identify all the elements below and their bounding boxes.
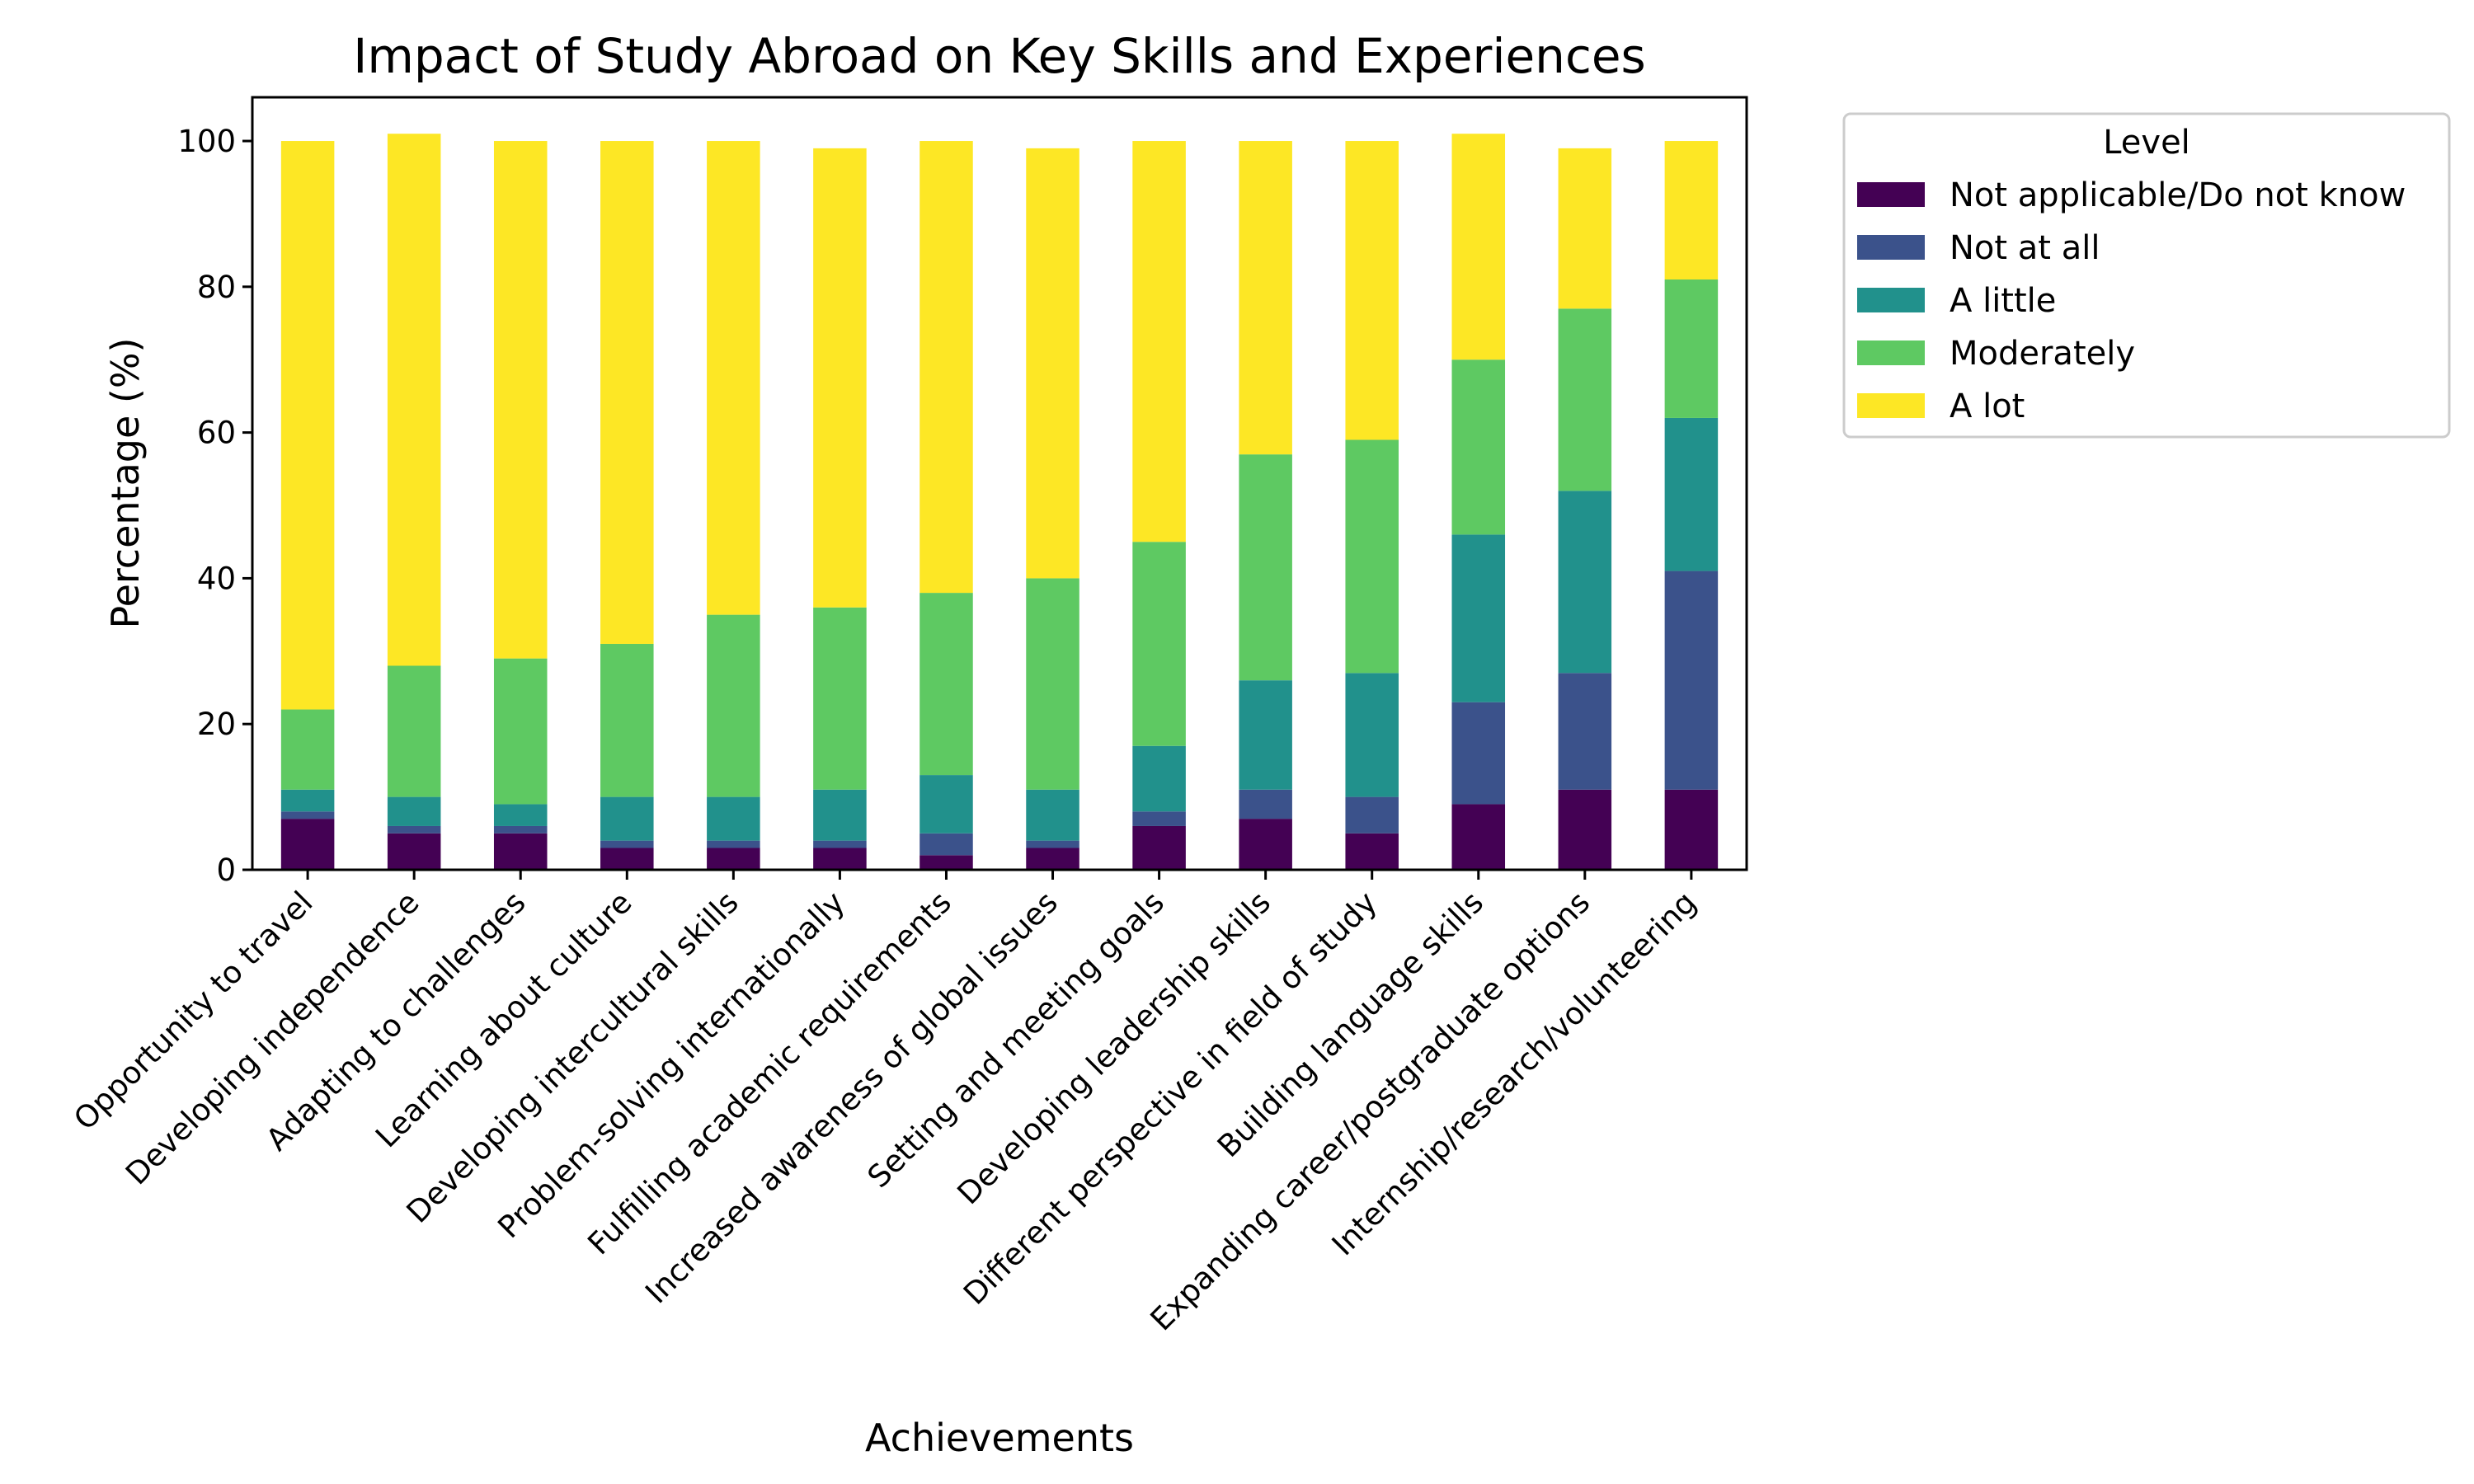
bar-segment bbox=[1558, 673, 1612, 790]
legend-swatch bbox=[1857, 182, 1925, 207]
legend: Level Not applicable/Do not know Not at a… bbox=[1842, 112, 2451, 439]
legend-swatch bbox=[1857, 288, 1925, 312]
bar-segment bbox=[280, 709, 335, 790]
bar-segment bbox=[1451, 534, 1506, 702]
y-tick-label: 60 bbox=[197, 416, 236, 451]
bar-segment bbox=[1239, 680, 1292, 790]
bar-segment bbox=[920, 775, 973, 834]
bar-segment bbox=[920, 855, 973, 870]
bar-segment bbox=[1558, 308, 1612, 491]
bar-segment bbox=[1664, 417, 1719, 571]
bar-segment bbox=[1026, 578, 1079, 790]
bar-segment bbox=[1132, 825, 1186, 870]
legend-label: Not at all bbox=[1950, 229, 2100, 267]
bar-segment bbox=[920, 833, 973, 856]
bar-segment bbox=[600, 848, 654, 870]
bar-segment bbox=[707, 141, 760, 615]
bar-segment bbox=[1239, 141, 1292, 455]
bar-segment bbox=[1451, 134, 1506, 360]
bar-segment bbox=[920, 593, 973, 776]
legend-swatch bbox=[1857, 340, 1925, 365]
bar-segment bbox=[1451, 702, 1506, 805]
bar-segment bbox=[1558, 491, 1612, 674]
bar-segment bbox=[280, 811, 335, 819]
bar-segment bbox=[1026, 848, 1079, 870]
bar-segment bbox=[1345, 439, 1399, 674]
bar-segment bbox=[600, 141, 654, 644]
legend-frame bbox=[1842, 112, 2451, 439]
bar-segment bbox=[280, 789, 335, 812]
bar-segment bbox=[1664, 279, 1719, 418]
chart-title: Impact of Study Abroad on Key Skills and… bbox=[353, 28, 1646, 84]
bar-segment bbox=[707, 614, 760, 797]
bar-segment bbox=[493, 658, 548, 805]
y-tick-label: 20 bbox=[197, 707, 236, 742]
y-tick-label: 40 bbox=[197, 561, 236, 596]
y-tick-label: 100 bbox=[177, 124, 236, 159]
bar-segment bbox=[707, 796, 760, 841]
legend-label: Moderately bbox=[1950, 335, 2135, 373]
legend-label: Not applicable/Do not know bbox=[1950, 176, 2406, 214]
bar-segment bbox=[813, 789, 867, 841]
bar-segment bbox=[280, 141, 335, 710]
plot-frame bbox=[251, 96, 1748, 871]
bar-segment bbox=[1664, 789, 1719, 870]
bar-segment bbox=[1239, 454, 1292, 681]
bar-segment bbox=[813, 148, 867, 608]
bar-segment bbox=[1558, 148, 1612, 309]
y-axis-label: Percentage (%) bbox=[103, 338, 148, 629]
legend-swatch bbox=[1857, 393, 1925, 418]
bar-segment bbox=[1239, 819, 1292, 870]
bar-segment bbox=[813, 607, 867, 790]
bar-segment bbox=[1664, 141, 1719, 279]
bar-segment bbox=[600, 643, 654, 797]
x-axis-label: Achievements bbox=[865, 1416, 1134, 1460]
bar-segment bbox=[600, 840, 654, 848]
bar-segment bbox=[387, 825, 441, 834]
bar-segment bbox=[1239, 789, 1292, 819]
bar-segment bbox=[1026, 148, 1079, 579]
bar-segment bbox=[813, 848, 867, 870]
bar-segment bbox=[493, 825, 548, 834]
bar-segment bbox=[1664, 571, 1719, 790]
bar-segment bbox=[1132, 542, 1186, 746]
bar-segment bbox=[600, 796, 654, 841]
legend-label: A little bbox=[1950, 282, 2056, 320]
legend-items: Not applicable/Do not know Not at all A li… bbox=[1857, 176, 2406, 425]
bar-segment bbox=[493, 141, 548, 659]
bar-segment bbox=[387, 134, 441, 666]
bar-segment bbox=[387, 833, 441, 870]
y-tick-label: 0 bbox=[216, 852, 236, 888]
bar-segment bbox=[493, 804, 548, 826]
bar-segment bbox=[1451, 359, 1506, 535]
bar-segment bbox=[813, 840, 867, 848]
y-tick-label: 80 bbox=[197, 270, 236, 305]
bar-segment bbox=[1345, 141, 1399, 440]
bars-layer bbox=[280, 134, 1719, 870]
bar-segment bbox=[387, 665, 441, 797]
bar-segment bbox=[493, 833, 548, 870]
bar-segment bbox=[1132, 811, 1186, 826]
y-axis: 0 20 40 60 80 100 bbox=[177, 124, 252, 888]
legend-label: A lot bbox=[1950, 387, 2025, 425]
bar-segment bbox=[1026, 789, 1079, 841]
bar-segment bbox=[1345, 833, 1399, 870]
legend-title: Level bbox=[2103, 124, 2190, 162]
legend-swatch bbox=[1857, 235, 1925, 260]
bar-segment bbox=[280, 819, 335, 870]
bar-segment bbox=[1132, 745, 1186, 812]
bar-segment bbox=[1345, 796, 1399, 834]
bar-segment bbox=[920, 141, 973, 594]
bar-segment bbox=[387, 796, 441, 826]
bar-segment bbox=[1345, 673, 1399, 797]
bar-segment bbox=[707, 848, 760, 870]
bar-segment bbox=[1558, 789, 1612, 870]
bar-segment bbox=[1026, 840, 1079, 848]
bar-segment bbox=[1132, 141, 1186, 542]
bar-segment bbox=[1451, 804, 1506, 870]
bar-segment bbox=[707, 840, 760, 848]
